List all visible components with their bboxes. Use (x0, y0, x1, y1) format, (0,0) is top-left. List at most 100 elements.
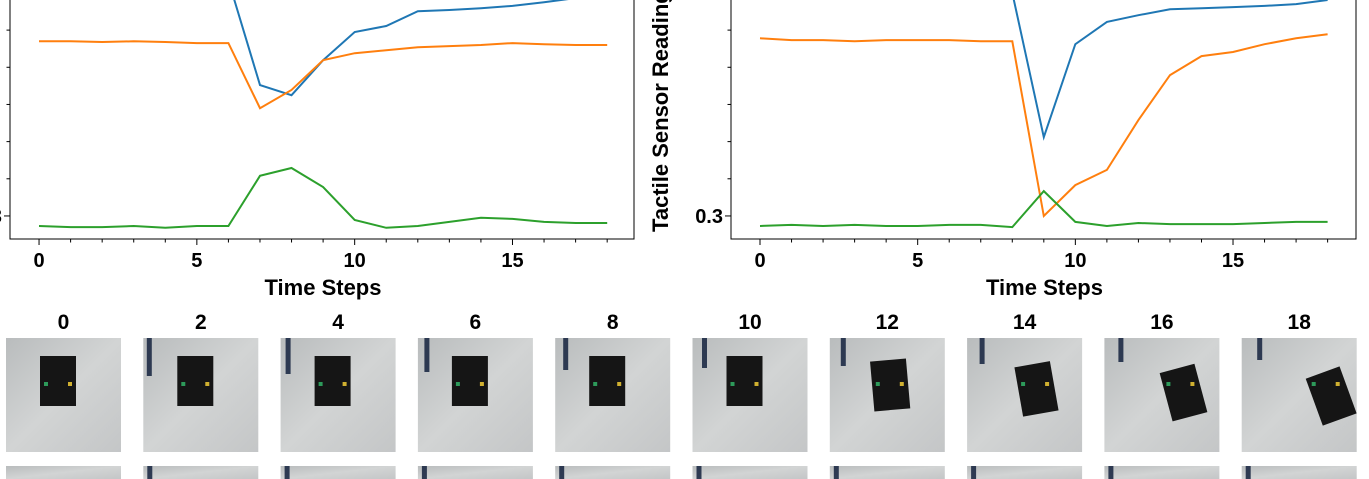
frame-thumbnail (692, 338, 808, 452)
frame-thumbnail (1241, 466, 1357, 479)
y-axis-label: Tactile Sensor Readings (648, 0, 673, 232)
frame-thumbnail (1104, 338, 1220, 452)
frame-label: 16 (1150, 311, 1173, 334)
frame-label: 14 (1013, 311, 1037, 334)
x-tick-label: 5 (191, 250, 202, 272)
box-object (40, 356, 76, 406)
series-line (233, 0, 569, 97)
marker-yellow (1045, 382, 1050, 386)
marker-green (593, 382, 598, 386)
gripper (702, 338, 707, 368)
x-tick-label: 15 (1222, 250, 1244, 272)
frame-thumbnail (280, 466, 396, 479)
gripper (1245, 466, 1251, 479)
series-line (38, 166, 608, 229)
gripper (696, 466, 702, 479)
frame-label: 10 (738, 311, 761, 334)
frame-thumbnail (143, 338, 259, 452)
x-tick-label: 15 (501, 250, 523, 272)
gripper (424, 338, 430, 372)
marker-yellow (617, 382, 622, 386)
frame-thumbnail (555, 338, 671, 452)
box-object (314, 356, 351, 406)
axes-frame (9, 0, 635, 240)
x-tick-label: 0 (754, 250, 765, 272)
box-object (1305, 366, 1357, 426)
frame-label: 0 (58, 311, 70, 334)
frame-thumbnail (417, 338, 533, 452)
y-tick-label: 0.3 (695, 206, 723, 228)
frame-image (1104, 466, 1220, 479)
frame-image (6, 466, 121, 479)
marker-green (730, 382, 735, 386)
marker-yellow (1190, 382, 1195, 386)
series-line (39, 40, 608, 110)
frame-thumbnail (417, 466, 533, 479)
frame-thumbnail (829, 338, 945, 452)
gripper (971, 466, 977, 479)
series-line (759, 189, 1328, 229)
frame-thumbnail (280, 338, 396, 452)
frame-thumbnail (555, 466, 671, 479)
box-object (451, 356, 488, 406)
frame-thumbnail (829, 466, 945, 479)
marker-yellow (1335, 382, 1340, 386)
gripper (146, 338, 152, 376)
gripper (833, 466, 839, 479)
frame-image (967, 466, 1083, 479)
box-object (870, 358, 911, 412)
marker-yellow (479, 382, 484, 386)
box-object (1014, 361, 1059, 417)
y-tick-label: 0.3 (0, 206, 2, 228)
frame-label: 2 (195, 311, 207, 334)
marker-yellow (754, 382, 759, 386)
x-axis-label: Time Steps (265, 275, 382, 300)
frame-thumbnail (6, 466, 121, 479)
marker-yellow (899, 382, 904, 386)
gripper (840, 338, 846, 366)
marker-green (44, 382, 48, 386)
marker-green (1311, 382, 1316, 386)
gripper (1108, 466, 1114, 479)
gripper (979, 338, 985, 364)
marker-green (181, 382, 186, 386)
box-object (177, 356, 214, 406)
frame-thumbnail (967, 338, 1083, 452)
marker-green (875, 382, 880, 386)
gripper (1118, 338, 1124, 362)
frame-thumbnail (692, 466, 808, 479)
x-tick-label: 10 (1064, 250, 1086, 272)
frame-image (692, 466, 808, 479)
frame-label: 4 (332, 311, 344, 334)
frame-image (555, 466, 671, 479)
marker-yellow (342, 382, 347, 386)
frame-thumbnail (967, 466, 1083, 479)
frame-image (143, 466, 259, 479)
frame-thumbnail (1104, 466, 1220, 479)
x-tick-label: 0 (33, 250, 44, 272)
x-tick-label: 5 (912, 250, 923, 272)
frame-image (280, 466, 396, 479)
frame-label: 18 (1288, 311, 1312, 334)
series-line (759, 33, 1328, 219)
frame-label: 12 (876, 311, 899, 334)
series-line (1012, 0, 1328, 141)
marker-green (1021, 382, 1026, 386)
gripper (1257, 338, 1263, 360)
gripper (559, 466, 565, 479)
axes-frame (730, 0, 1357, 240)
gripper (284, 466, 290, 479)
frame-thumbnail (1241, 338, 1357, 452)
gripper (563, 338, 569, 370)
frame-image (1241, 466, 1357, 479)
frame-label: 8 (607, 311, 619, 334)
box-object (726, 356, 763, 406)
marker-yellow (68, 382, 72, 386)
marker-green (1166, 382, 1171, 386)
line-chart: 0 5 10 15 0.3 Time Steps Tactile Sensor Readin… (648, 0, 1357, 300)
marker-green (318, 382, 323, 386)
gripper (147, 466, 153, 479)
x-tick-label: 10 (344, 250, 366, 272)
frame-image (417, 466, 533, 479)
